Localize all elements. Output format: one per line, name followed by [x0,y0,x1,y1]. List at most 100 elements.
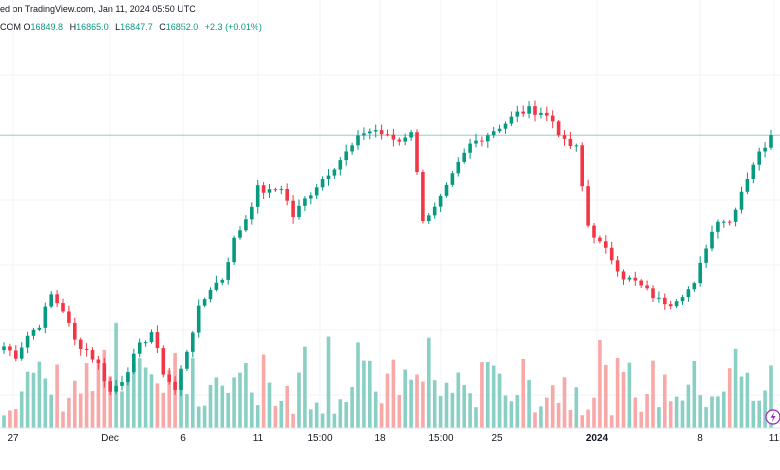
candle-body [468,143,472,153]
candle-body [244,219,248,231]
candles [2,100,773,397]
candle-body [486,135,490,142]
candle-body [196,305,201,333]
volume-bar [710,396,714,428]
candle-body [214,282,219,290]
candle-body [250,206,254,220]
volume-bar [686,384,691,428]
candle-body [102,363,107,382]
volume-bar [14,409,18,428]
candle-body [2,346,6,351]
volume-bar [556,402,561,428]
volume-bar [698,395,702,428]
candle-body [545,112,549,116]
volume-bar [733,348,738,428]
volume-bar [167,370,171,428]
candle-body [716,221,720,232]
lightning-button[interactable] [765,409,780,425]
volume-bar [191,358,195,428]
volume-bar [244,362,248,428]
volume-bar [645,393,649,428]
candle-body [96,359,101,364]
volume-bar [232,377,236,428]
candle-body [291,200,295,218]
open-label: O [23,22,31,32]
volume-bar [155,383,160,428]
candle-body [25,335,30,348]
volume-bar [639,411,643,428]
open-value: 16849.8 [30,22,64,32]
candle-body [279,189,284,191]
candle-body [680,297,685,302]
volume-bar [120,391,124,428]
candle-body [668,304,673,307]
candle-body [126,372,130,383]
volume-bar [149,374,154,428]
candle-body [550,115,555,122]
time-axis: 27 Dec 6 11 15:00 18 15:00 25 2024 8 11 [7,433,779,444]
volume-bar [598,339,602,428]
volume-bar [350,386,354,428]
candle-body [143,342,148,344]
candle-body [733,209,738,222]
volume-bar [261,354,266,428]
candle-body [108,381,112,392]
volume-bar [592,397,596,428]
candle-body [586,186,590,226]
candle-body [350,145,354,152]
x-tick-label: 11 [769,433,780,444]
candle-body [31,329,36,336]
candle-body [574,145,579,147]
low-label: L [115,22,121,32]
high-label: H [69,22,77,32]
candle-body [444,184,449,196]
candle-body [739,191,744,210]
candle-body [232,237,236,263]
volume-bar [226,392,230,428]
candle-body [344,151,348,161]
candle-body [73,322,77,340]
volume-bar [185,394,189,428]
candle-body [397,139,402,142]
volume-bar [474,407,478,428]
volume-bar [96,363,101,428]
candle-body [191,332,195,352]
candle-body [674,301,679,307]
volume-bar [255,405,260,428]
candle-body [208,289,213,300]
volume-bar [486,362,490,428]
candle-body [663,297,667,305]
volume-bar [668,401,673,428]
volume-bar [143,367,148,428]
candle-body [598,237,602,242]
candle-body [562,135,567,139]
candle-body [657,297,661,299]
candle-body [137,342,142,354]
candle-body [309,195,313,199]
x-tick-label: Dec [101,433,119,444]
volume-bar [574,387,579,428]
volume-bar [368,360,372,428]
candle-body [497,128,502,132]
volume-bar [604,364,608,428]
volume-bar [78,393,83,428]
candle-body [651,288,655,299]
candle-body [368,131,372,134]
volume-bar [609,415,614,428]
candle-body [639,280,643,286]
candle-body [539,112,543,115]
volume-bar [680,400,685,428]
candle-body [261,185,266,193]
volume-bar [491,365,496,428]
volume-bar [716,396,720,428]
volume-bar [509,401,514,428]
candle-body [704,248,708,263]
x-tick-label: 15:00 [307,433,332,444]
candle-body [267,189,272,193]
candle-body [220,279,225,283]
close-label: C [159,22,166,32]
candle-body [362,133,366,136]
volume-bar [37,361,42,428]
volume-bar [90,391,95,428]
